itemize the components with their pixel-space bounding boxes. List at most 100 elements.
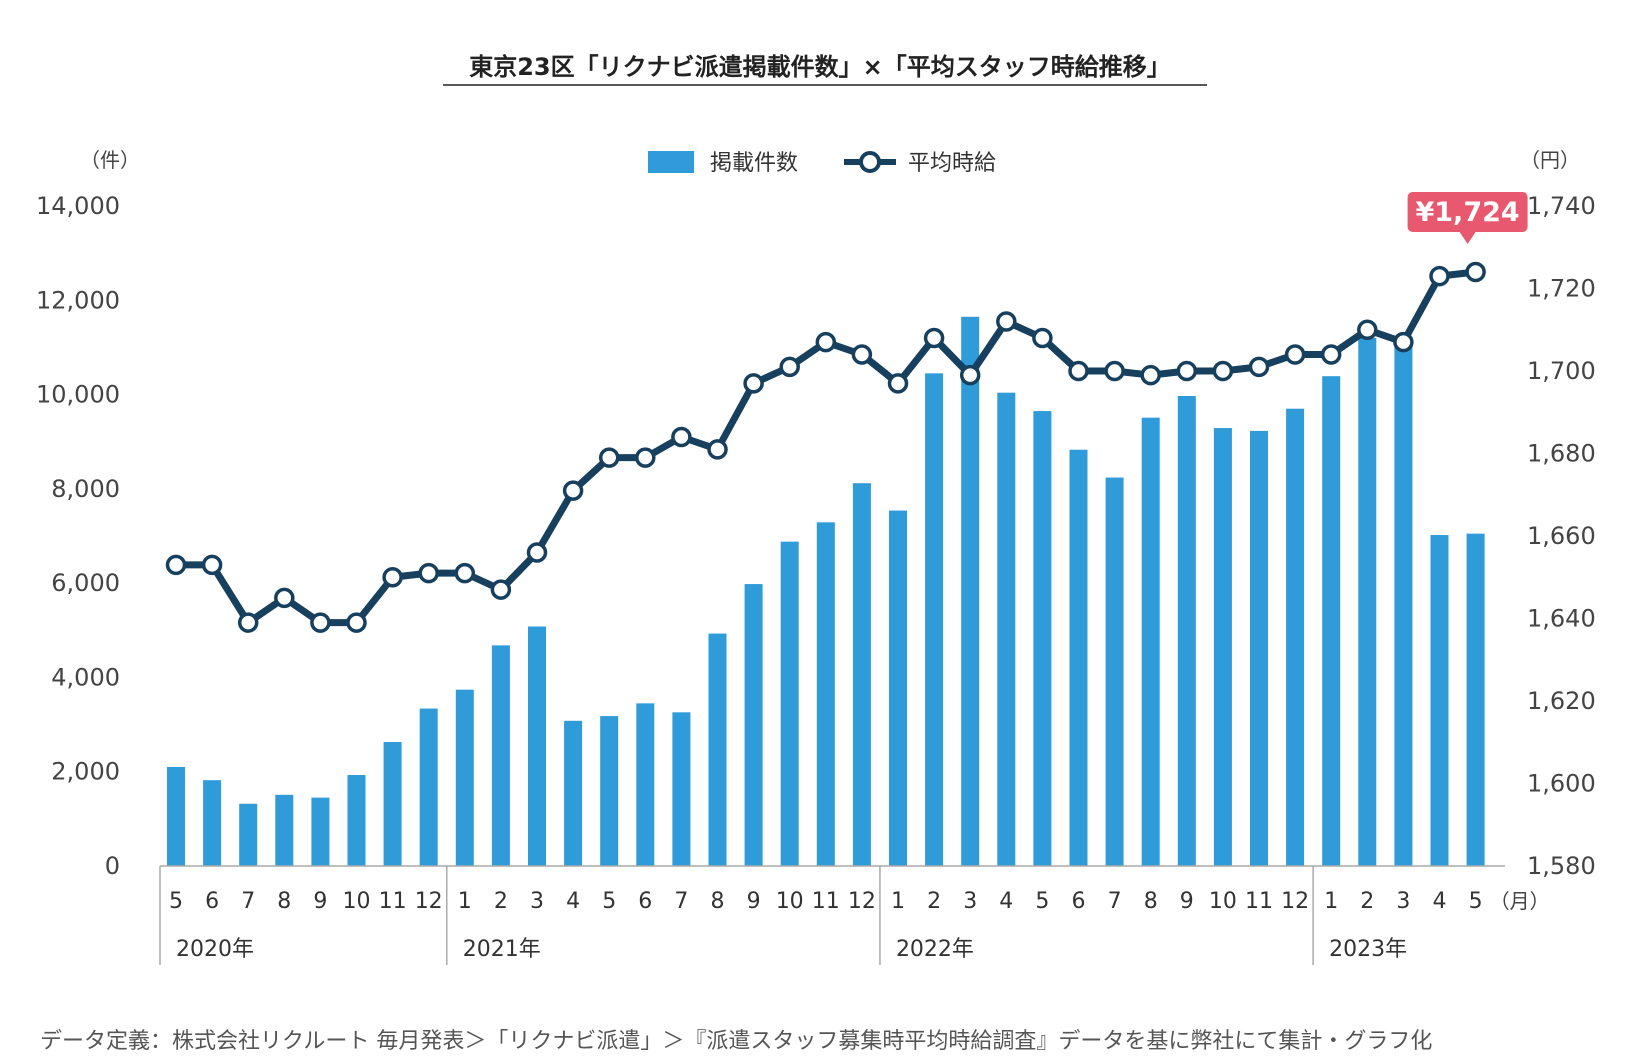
bar [1069, 449, 1088, 866]
line-point [1248, 356, 1270, 378]
line-point [1393, 331, 1414, 353]
year-label: 2022年 [896, 937, 974, 962]
left-tick-label: 6,000 [51, 569, 120, 597]
x-tick-label: 2 [927, 889, 941, 914]
x-tick-label: 11 [812, 889, 840, 914]
value-callout: ¥1,724 [1407, 192, 1528, 244]
right-tick-label: 1,680 [1527, 440, 1596, 468]
x-tick-label: 2 [494, 889, 508, 914]
bar [1105, 477, 1124, 866]
x-tick-label: 4 [566, 889, 580, 914]
line-point [201, 554, 223, 576]
bar [491, 645, 510, 866]
line-point [598, 447, 620, 468]
x-tick-label: 5 [1035, 889, 1049, 914]
x-tick-label: 2 [1360, 889, 1374, 914]
x-tick-label: 1 [458, 889, 472, 914]
x-tick-label: 6 [638, 889, 652, 914]
line-point [996, 311, 1017, 332]
x-tick-label: 7 [1108, 889, 1122, 914]
x-tick-label: 6 [205, 889, 219, 914]
left-axis-unit: （件） [80, 148, 140, 172]
line-point [1320, 344, 1342, 365]
line-point [418, 562, 439, 584]
bar [708, 633, 727, 866]
line-point [635, 447, 656, 468]
bar [961, 316, 980, 866]
x-tick-label: 8 [711, 889, 725, 914]
x-tick-label: 10 [1209, 889, 1237, 914]
x-tick-label: 9 [1180, 889, 1194, 914]
right-tick-label: 1,580 [1527, 852, 1596, 880]
left-tick-label: 12,000 [36, 286, 120, 314]
bar [816, 522, 835, 866]
line-point [310, 612, 331, 633]
line-point [743, 373, 764, 394]
x-tick-label: 12 [848, 889, 876, 914]
line-point [382, 567, 403, 588]
legend-bar-label: 掲載件数 [710, 151, 798, 176]
line-point [237, 612, 259, 633]
line-point [1357, 319, 1378, 340]
bar [1430, 535, 1449, 866]
x-tick-label: 10 [776, 889, 804, 914]
x-tick-label: 3 [1396, 889, 1410, 914]
x-tick-label: 3 [530, 889, 544, 914]
x-tick-label: 11 [1245, 889, 1273, 914]
line-series [165, 261, 1486, 633]
line-point [815, 331, 837, 353]
x-tick-label: 10 [343, 889, 371, 914]
x-tick-label: 5 [1469, 889, 1483, 914]
line-point [490, 579, 512, 600]
x-axis-unit: （月） [1490, 889, 1550, 913]
x-tick-label: 3 [963, 889, 977, 914]
bar [564, 720, 583, 866]
line-point [526, 542, 548, 563]
x-tick-label: 8 [277, 889, 291, 914]
bar [744, 584, 763, 866]
line-point [959, 364, 981, 386]
bar [311, 797, 330, 866]
left-axis: 0 2,000 4,000 6,000 8,000 10,000 12,000 14,000 [36, 192, 120, 880]
line-point [1104, 360, 1125, 382]
bar [419, 708, 438, 866]
bar [1177, 395, 1196, 866]
bar [1250, 430, 1268, 866]
year-label: 2020年 [176, 937, 254, 962]
bar [347, 775, 366, 866]
right-tick-label: 1,600 [1527, 770, 1596, 798]
line-point [346, 612, 367, 633]
right-axis: 1,580 1,600 1,620 1,640 1,660 1,680 1,700 1,720… [1527, 192, 1596, 880]
x-tick-label: 1 [1324, 889, 1338, 914]
callout-box [1407, 192, 1528, 232]
line-point [779, 356, 800, 378]
x-tick-label: 8 [1144, 889, 1158, 914]
bar [889, 510, 907, 866]
legend: 掲載件数 平均時給 [648, 151, 996, 176]
right-tick-label: 1,740 [1527, 192, 1596, 220]
x-tick-label: 12 [415, 889, 443, 914]
year-label: 2023年 [1329, 937, 1407, 962]
callout-pointer [1459, 232, 1476, 244]
right-axis-unit: （円） [1520, 148, 1580, 172]
source-note: データ定義：株式会社リクルート 毎月発表＞「リクナビ派遣」＞『派遣スタッフ募集時… [40, 1029, 1432, 1054]
line-point [1465, 261, 1486, 283]
bar [925, 373, 944, 866]
bar [997, 392, 1016, 866]
x-tick-label: 4 [1433, 889, 1447, 914]
x-axis: 5 6 7 8 9 10 11 12 1 2 3 4 5 6 7 8 9 10 11 12 1 2 3 4 5 6 7 8 9 10 11 1… [159, 865, 1550, 965]
legend-bar-swatch [648, 151, 694, 173]
x-tick-label: 7 [674, 889, 688, 914]
line-point [851, 344, 873, 365]
line-point [1284, 344, 1306, 365]
x-tick-label: 6 [1072, 889, 1086, 914]
year-label: 2021年 [463, 937, 541, 962]
chart-title: 東京23区「リクナビ派遣掲載件数」×「平均スタッフ時給推移」 [469, 53, 1171, 81]
line-point [887, 373, 909, 394]
left-tick-label: 14,000 [36, 192, 120, 220]
bar [1213, 428, 1232, 866]
bar [1141, 417, 1160, 866]
bar [383, 742, 402, 866]
x-tick-label: 9 [747, 889, 761, 914]
